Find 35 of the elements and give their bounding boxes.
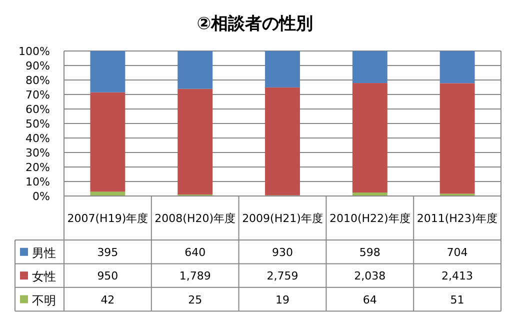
legend-label: 不明 bbox=[32, 293, 56, 308]
text: 42 bbox=[100, 293, 115, 306]
text: 2,413 bbox=[442, 270, 474, 283]
y-tick-label: 50% bbox=[26, 118, 50, 130]
text: 51 bbox=[450, 293, 464, 306]
title: ②相談者の性別 bbox=[196, 14, 314, 34]
y-tick-label: 20% bbox=[26, 161, 50, 174]
text: 19 bbox=[276, 293, 290, 306]
text: 395 bbox=[97, 246, 118, 259]
text: 1,789 bbox=[179, 270, 211, 283]
legend-label: 女性 bbox=[32, 270, 56, 284]
x-tick-label: 2009(H21)年度 bbox=[242, 212, 323, 225]
y-tick-label: 90% bbox=[26, 60, 50, 72]
text: 640 bbox=[184, 246, 206, 259]
x-tick-label: 2008(H20)年度 bbox=[154, 212, 236, 225]
y-tick-label: 80% bbox=[26, 74, 50, 87]
y-tick-label: 60% bbox=[26, 103, 50, 116]
y-tick-label: 40% bbox=[26, 132, 50, 145]
x-tick-label: 2011(H23)年度 bbox=[416, 212, 498, 225]
legend-label: 男性 bbox=[32, 246, 56, 260]
y-tick-label: 100% bbox=[18, 45, 50, 58]
text: 950 bbox=[97, 270, 118, 283]
text: 64 bbox=[362, 293, 377, 306]
x-tick-label: 2010(H22)年度 bbox=[329, 212, 410, 225]
y-tick-label: 70% bbox=[26, 88, 50, 102]
y-tick-label: 0% bbox=[32, 190, 50, 203]
x-tick-label: 2007(H19)年度 bbox=[67, 212, 148, 225]
text: 598 bbox=[359, 246, 380, 259]
y-tick-label: 10% bbox=[26, 176, 50, 188]
text: 2,759 bbox=[266, 270, 298, 283]
text: 2,038 bbox=[354, 270, 386, 283]
y-tick-label: 30% bbox=[26, 146, 50, 160]
text: 25 bbox=[188, 293, 202, 306]
text: 930 bbox=[272, 246, 293, 259]
text: 704 bbox=[446, 246, 468, 259]
